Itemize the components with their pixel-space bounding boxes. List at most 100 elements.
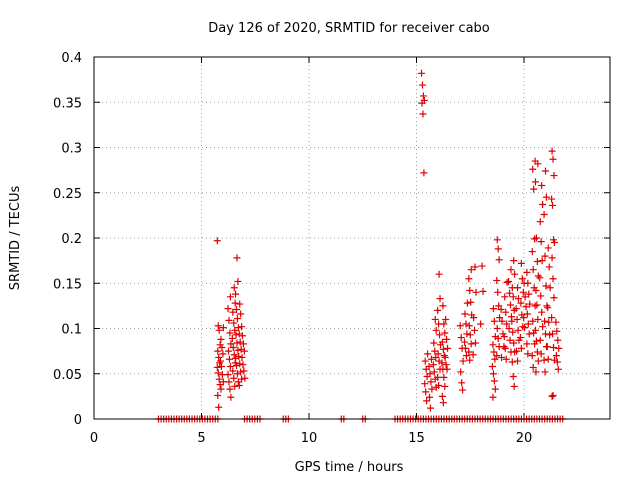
- plot-frame: [93, 56, 611, 420]
- data-point: [489, 341, 497, 349]
- data-point: [536, 274, 544, 282]
- data-point: [537, 292, 545, 300]
- data-point: [517, 299, 525, 307]
- data-point: [235, 353, 243, 361]
- data-point: [441, 329, 449, 337]
- data-point: [465, 275, 473, 283]
- data-point: [544, 304, 552, 312]
- grid-lines: [94, 57, 610, 419]
- data-point: [457, 368, 465, 376]
- data-point: [462, 320, 470, 328]
- data-point: [490, 317, 498, 325]
- data-point: [550, 239, 558, 247]
- data-point: [543, 343, 551, 351]
- data-point: [225, 347, 233, 355]
- data-point: [530, 185, 538, 193]
- data-point: [554, 365, 562, 373]
- data-point: [521, 293, 529, 301]
- data-point: [214, 369, 222, 377]
- data-point: [239, 340, 247, 348]
- data-point: [459, 357, 467, 365]
- data-point: [510, 257, 518, 265]
- data-point: [217, 385, 225, 393]
- y-tick-label: 0.4: [61, 51, 82, 66]
- data-point: [500, 343, 508, 351]
- data-point: [541, 368, 549, 376]
- data-point: [507, 266, 515, 274]
- data-point: [217, 357, 225, 365]
- data-point: [238, 375, 246, 383]
- data-point: [518, 275, 526, 283]
- data-point: [235, 330, 243, 338]
- data-point: [443, 335, 451, 343]
- data-point: [226, 293, 234, 301]
- data-point: [430, 368, 438, 376]
- data-point: [226, 329, 234, 337]
- data-point: [224, 305, 232, 313]
- data-point: [539, 201, 547, 209]
- data-point: [520, 314, 528, 322]
- data-point: [491, 355, 499, 363]
- data-point: [440, 320, 448, 328]
- data-point: [501, 344, 509, 352]
- data-point: [225, 355, 233, 363]
- data-point: [478, 262, 486, 270]
- data-point: [231, 299, 239, 307]
- data-point: [552, 318, 560, 326]
- data-point: [531, 178, 539, 186]
- data-point: [552, 352, 560, 360]
- data-point: [505, 277, 513, 285]
- data-point: [467, 340, 475, 348]
- data-point: [214, 322, 222, 330]
- data-point: [458, 379, 466, 387]
- y-tick-label: 0.3: [61, 142, 82, 157]
- data-point: [540, 356, 548, 364]
- data-point: [542, 330, 549, 338]
- data-point: [549, 391, 557, 399]
- data-point: [529, 165, 537, 173]
- data-point: [233, 339, 241, 347]
- x-tick-label: 15: [408, 431, 425, 446]
- data-point: [471, 263, 479, 271]
- x-tick-label: 20: [516, 431, 533, 446]
- data-point: [466, 286, 474, 294]
- data-point: [494, 288, 502, 296]
- data-point: [465, 322, 473, 330]
- data-point: [534, 272, 542, 280]
- data-point: [532, 234, 540, 242]
- data-point: [550, 294, 558, 302]
- data-point: [432, 353, 440, 361]
- data-point: [510, 339, 518, 347]
- data-point: [423, 397, 431, 405]
- data-point: [241, 374, 249, 382]
- x-axis: 0 5 10 15 20: [90, 57, 532, 446]
- data-point: [443, 365, 451, 373]
- data-point: [489, 305, 497, 313]
- data-point: [237, 368, 245, 376]
- data-point: [469, 351, 477, 359]
- data-point: [427, 378, 435, 386]
- data-point: [490, 348, 498, 356]
- data-point: [544, 355, 552, 363]
- data-point: [431, 315, 439, 323]
- data-point: [231, 326, 239, 334]
- data-point: [541, 252, 549, 260]
- data-point: [444, 344, 452, 352]
- data-point: [463, 330, 471, 338]
- data-point: [522, 303, 530, 311]
- y-axis: 0 0.05 0.1 0.15 0.2 0.25 0.3 0.35 0.4: [53, 51, 610, 428]
- y-tick-label: 0.1: [61, 323, 82, 338]
- data-point: [549, 275, 557, 283]
- data-point: [548, 147, 556, 155]
- chart-title: Day 126 of 2020, SRMTID for receiver cab…: [208, 21, 490, 36]
- data-point: [236, 360, 244, 368]
- data-point: [232, 331, 240, 339]
- data-point: [550, 172, 558, 180]
- data-point: [523, 310, 531, 318]
- data-point: [537, 238, 545, 246]
- data-point: [553, 358, 561, 366]
- data-point: [428, 385, 436, 393]
- data-point: [238, 353, 246, 361]
- data-point: [230, 351, 238, 359]
- data-point: [533, 258, 541, 266]
